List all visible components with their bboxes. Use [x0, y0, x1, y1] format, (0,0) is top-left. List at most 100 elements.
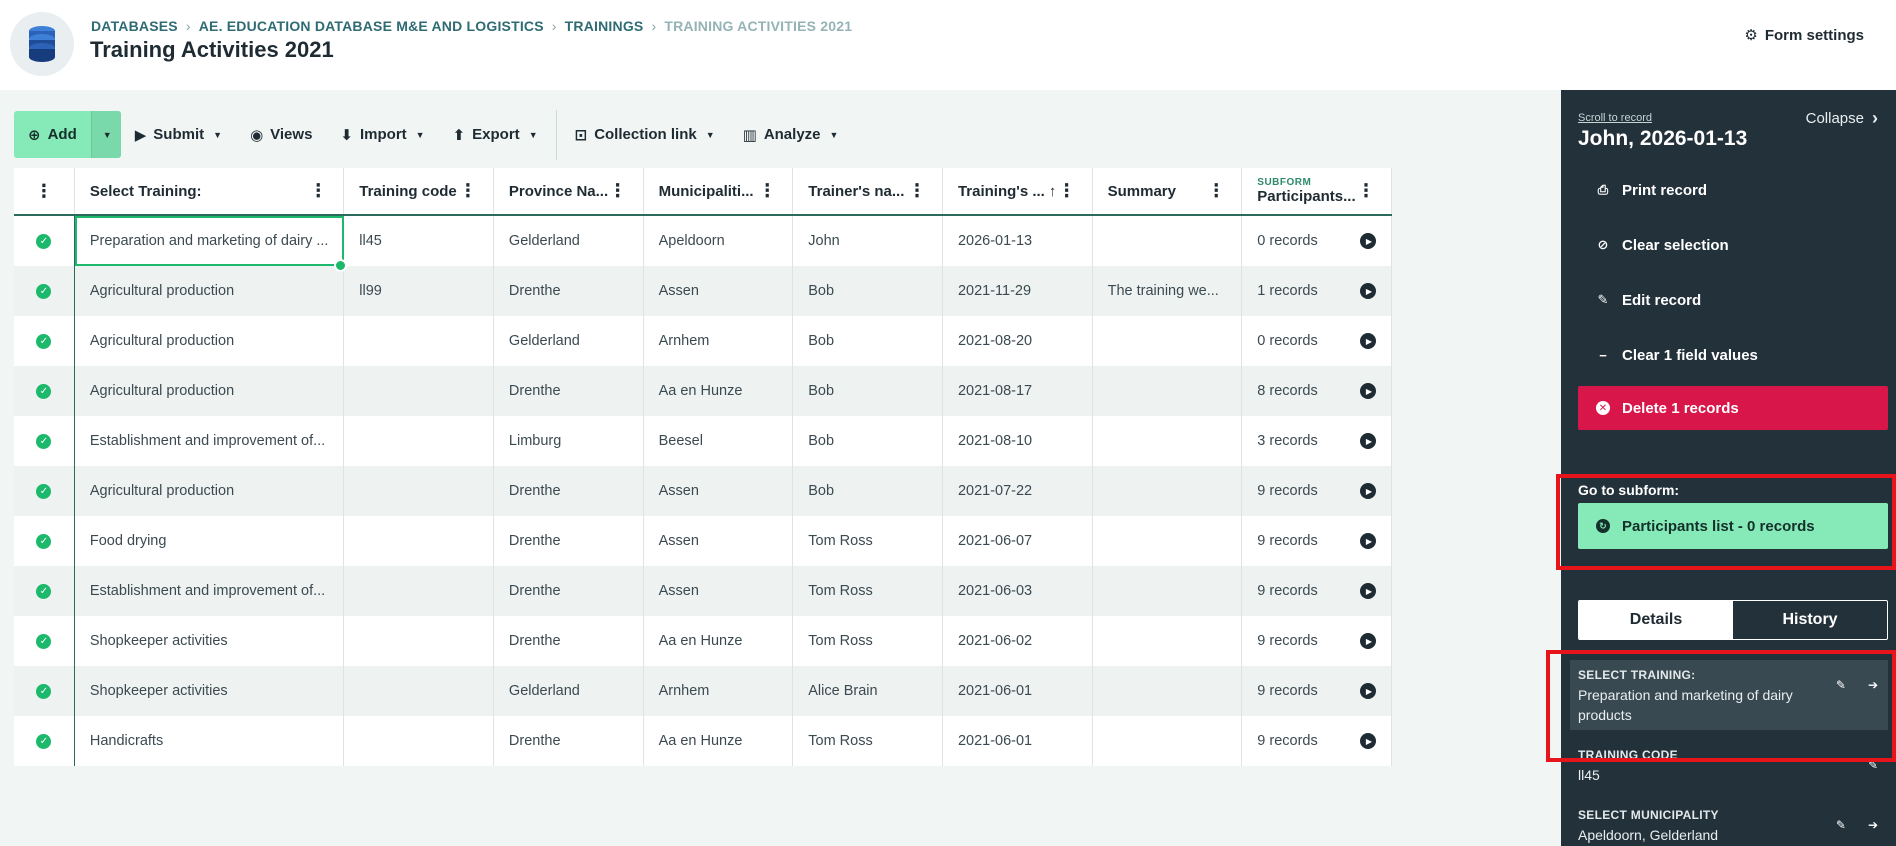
cell-select-training[interactable]: Agricultural production — [75, 366, 345, 416]
cell-municipality[interactable]: Arnhem — [644, 316, 794, 366]
cell-select-training[interactable]: Shopkeeper activities — [75, 616, 345, 666]
table-row[interactable]: ✓ Handicrafts Drenthe Aa en Hunze Tom Ross 20… — [14, 716, 1392, 766]
analyze-button[interactable]: ▥ Analyze ▼ — [729, 111, 853, 158]
row-menu-header[interactable]: ⋮ — [14, 168, 75, 214]
open-subform-icon[interactable]: ▶ — [1359, 433, 1376, 449]
cell-training-date[interactable]: 2021-06-01 — [943, 666, 1093, 716]
cell-summary[interactable] — [1093, 416, 1243, 466]
cell-municipality[interactable]: Arnhem — [644, 666, 794, 716]
cell-municipality[interactable]: Aa en Hunze — [644, 366, 794, 416]
row-status-cell[interactable]: ✓ — [14, 616, 75, 666]
kebab-icon[interactable]: ⋮ — [309, 180, 328, 201]
cell-summary[interactable] — [1093, 716, 1243, 766]
participants-subform-button[interactable]: ↻ Participants list - 0 records — [1578, 503, 1888, 549]
cell-trainer[interactable]: Bob — [793, 316, 943, 366]
table-row[interactable]: ✓ Establishment and improvement of... Limb… — [14, 416, 1392, 466]
cell-training-date[interactable]: 2021-06-02 — [943, 616, 1093, 666]
table-row[interactable]: ✓ Shopkeeper activities Drenthe Aa en Hunze… — [14, 616, 1392, 666]
cell-summary[interactable] — [1093, 216, 1243, 266]
arrow-right-circle-icon[interactable]: ➔ — [1867, 678, 1878, 692]
table-row[interactable]: ✓ Agricultural production ll99 Drenthe Assen… — [14, 266, 1392, 316]
cell-participants[interactable]: 9 records ▶ — [1242, 616, 1392, 666]
cell-municipality[interactable]: Assen — [644, 266, 794, 316]
cell-summary[interactable] — [1093, 316, 1243, 366]
tab-details[interactable]: Details — [1579, 601, 1733, 639]
delete-records-button[interactable]: ✕ Delete 1 records — [1578, 386, 1888, 430]
cell-trainer[interactable]: John — [793, 216, 943, 266]
cell-select-training[interactable]: Establishment and improvement of... — [75, 416, 345, 466]
cell-trainer[interactable]: Bob — [793, 266, 943, 316]
cell-participants[interactable]: 1 records ▶ — [1242, 266, 1392, 316]
submit-button[interactable]: ▶ Submit ▼ — [121, 111, 236, 158]
row-status-cell[interactable]: ✓ — [14, 466, 75, 516]
column-header-summary[interactable]: Summary ⋮ — [1093, 168, 1243, 214]
clear-selection-button[interactable]: ⊘ Clear selection — [1578, 223, 1888, 267]
cell-training-code[interactable] — [344, 316, 494, 366]
cell-select-training[interactable]: Handicrafts — [75, 716, 345, 766]
kebab-icon[interactable]: ⋮ — [907, 180, 926, 201]
cell-select-training[interactable]: Food drying — [75, 516, 345, 566]
import-button[interactable]: ⬇ Import ▼ — [326, 111, 438, 158]
cell-participants[interactable]: 0 records ▶ — [1242, 216, 1392, 266]
cell-training-code[interactable] — [344, 666, 494, 716]
open-subform-icon[interactable]: ▶ — [1359, 533, 1376, 549]
kebab-icon[interactable]: ⋮ — [1057, 180, 1076, 201]
cell-trainer[interactable]: Alice Brain — [793, 666, 943, 716]
cell-training-code[interactable] — [344, 616, 494, 666]
tab-history[interactable]: History — [1782, 611, 1838, 628]
cell-training-code[interactable] — [344, 416, 494, 466]
open-subform-icon[interactable]: ▶ — [1359, 233, 1376, 249]
print-record-button[interactable]: ⎙ Print record — [1578, 168, 1888, 212]
cell-training-code[interactable] — [344, 716, 494, 766]
cell-participants[interactable]: 8 records ▶ — [1242, 366, 1392, 416]
cell-participants[interactable]: 9 records ▶ — [1242, 716, 1392, 766]
column-header-training-date[interactable]: Training's ... ↑ ⋮ — [943, 168, 1093, 214]
row-status-cell[interactable]: ✓ — [14, 216, 75, 266]
table-row[interactable]: ✓ Shopkeeper activities Gelderland Arnhem Al… — [14, 666, 1392, 716]
views-button[interactable]: ◉ Views — [236, 111, 326, 158]
collection-link-button[interactable]: ⊡ Collection link ▼ — [561, 111, 729, 158]
selection-fill-handle[interactable] — [334, 259, 347, 272]
table-row[interactable]: ✓ Establishment and improvement of... Dren… — [14, 566, 1392, 616]
cell-province[interactable]: Gelderland — [494, 316, 644, 366]
table-row[interactable]: ✓ Agricultural production Drenthe Aa en Hun… — [14, 366, 1392, 416]
table-row[interactable]: ✓ Agricultural production Drenthe Assen Bob 2… — [14, 466, 1392, 516]
cell-training-code[interactable] — [344, 466, 494, 516]
cell-province[interactable]: Drenthe — [494, 466, 644, 516]
cell-province[interactable]: Drenthe — [494, 516, 644, 566]
table-row[interactable]: ✓ Food drying Drenthe Assen Tom Ross 2021-06-… — [14, 516, 1392, 566]
column-header-training-code[interactable]: Training code ⋮ — [344, 168, 494, 214]
cell-training-date[interactable]: 2021-08-10 — [943, 416, 1093, 466]
cell-summary[interactable] — [1093, 666, 1243, 716]
cell-training-date[interactable]: 2021-06-07 — [943, 516, 1093, 566]
cell-training-code[interactable] — [344, 366, 494, 416]
pencil-icon[interactable]: ✎ — [1835, 818, 1846, 832]
cell-province[interactable]: Drenthe — [494, 266, 644, 316]
cell-province[interactable]: Limburg — [494, 416, 644, 466]
open-subform-icon[interactable]: ▶ — [1359, 583, 1376, 599]
cell-training-code[interactable]: ll45 — [344, 216, 494, 266]
column-header-select-training[interactable]: Select Training: ⋮ — [75, 168, 345, 214]
cell-training-date[interactable]: 2021-06-01 — [943, 716, 1093, 766]
cell-participants[interactable]: 9 records ▶ — [1242, 666, 1392, 716]
cell-municipality[interactable]: Apeldoorn — [644, 216, 794, 266]
row-status-cell[interactable]: ✓ — [14, 316, 75, 366]
form-settings-button[interactable]: ⚙ Form settings — [1744, 26, 1864, 45]
cell-participants[interactable]: 0 records ▶ — [1242, 316, 1392, 366]
cell-municipality[interactable]: Assen — [644, 516, 794, 566]
column-header-province[interactable]: Province Na... ⋮ — [494, 168, 644, 214]
column-header-municipality[interactable]: Municipaliti... ⋮ — [644, 168, 794, 214]
cell-participants[interactable]: 9 records ▶ — [1242, 516, 1392, 566]
row-status-cell[interactable]: ✓ — [14, 266, 75, 316]
kebab-icon[interactable]: ⋮ — [458, 180, 477, 201]
cell-select-training[interactable]: Agricultural production — [75, 266, 345, 316]
row-status-cell[interactable]: ✓ — [14, 566, 75, 616]
open-subform-icon[interactable]: ▶ — [1359, 733, 1376, 749]
cell-province[interactable]: Drenthe — [494, 616, 644, 666]
cell-summary[interactable] — [1093, 616, 1243, 666]
row-status-cell[interactable]: ✓ — [14, 516, 75, 566]
cell-training-date[interactable]: 2021-06-03 — [943, 566, 1093, 616]
cell-participants[interactable]: 9 records ▶ — [1242, 566, 1392, 616]
cell-municipality[interactable]: Assen — [644, 466, 794, 516]
cell-province[interactable]: Drenthe — [494, 716, 644, 766]
